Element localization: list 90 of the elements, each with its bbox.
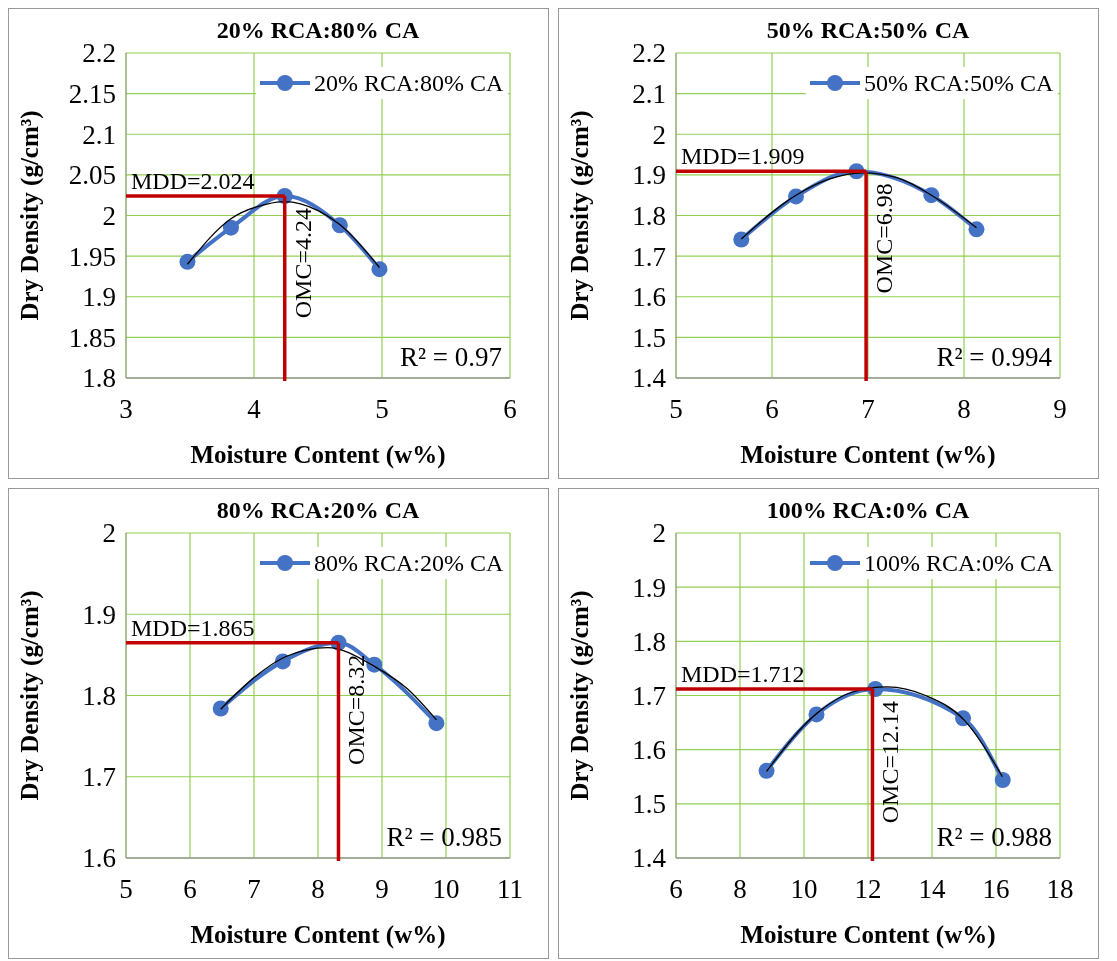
y-tick-label: 1.95 xyxy=(68,241,116,272)
annotation: R² = 0.988 xyxy=(936,822,1052,852)
y-axis-title: Dry Density (g/cm³) xyxy=(566,590,594,801)
y-tick-label: 2.2 xyxy=(82,38,116,69)
x-tick-label: 7 xyxy=(861,394,875,424)
y-tick-label: 1.6 xyxy=(632,735,666,766)
x-tick-label: 6 xyxy=(765,394,779,424)
x-tick-label: 9 xyxy=(1053,394,1067,424)
y-tick-label: 2.15 xyxy=(68,79,116,110)
x-tick-label: 7 xyxy=(247,874,261,904)
y-axis-title: Dry Density (g/cm³) xyxy=(566,110,594,321)
x-tick-label: 5 xyxy=(375,394,389,424)
x-tick-label: 4 xyxy=(247,394,262,424)
y-axis-title: Dry Density (g/cm³) xyxy=(16,110,44,321)
chart-title: 20% RCA:80% CA xyxy=(216,17,420,43)
x-tick-label: 8 xyxy=(311,874,325,904)
x-tick-label: 6 xyxy=(669,874,683,904)
y-axis-title: Dry Density (g/cm³) xyxy=(16,590,44,801)
point xyxy=(222,219,239,236)
point xyxy=(212,700,229,717)
x-tick-label: 10 xyxy=(432,874,460,904)
chart-title: 100% RCA:0% CA xyxy=(766,497,970,523)
x-tick-label: 9 xyxy=(375,874,389,904)
y-tick-label: 1.4 xyxy=(632,363,667,394)
x-tick-label: 5 xyxy=(669,394,683,424)
legend-label: 80% RCA:20% CA xyxy=(314,550,505,577)
ref-line-label: OMC=4.24 xyxy=(289,208,316,319)
y-tick-label: 1.9 xyxy=(82,599,116,630)
x-tick-label: 6 xyxy=(183,874,197,904)
legend-label: 50% RCA:50% CA xyxy=(864,70,1055,97)
x-axis-title: Moisture Content (w%) xyxy=(190,441,446,469)
ref-line-label: MDD=2.024 xyxy=(131,168,255,194)
y-tick-label: 2 xyxy=(652,518,666,549)
y-tick-label: 1.9 xyxy=(82,282,116,313)
y-tick-label: 2.1 xyxy=(82,119,116,150)
y-tick-label: 2 xyxy=(102,518,116,549)
y-tick-label: 1.7 xyxy=(632,241,666,272)
point xyxy=(371,261,388,278)
x-tick-label: 11 xyxy=(497,874,523,904)
point xyxy=(968,221,985,238)
x-axis-title: Moisture Content (w%) xyxy=(740,441,996,469)
ref-line-label: OMC=8.32 xyxy=(343,654,370,765)
x-tick-label: 14 xyxy=(918,874,946,904)
y-tick-label: 2 xyxy=(102,200,116,231)
x-tick-label: 12 xyxy=(854,874,882,904)
point xyxy=(758,762,775,779)
y-tick-label: 1.6 xyxy=(82,843,116,874)
x-tick-label: 8 xyxy=(957,394,971,424)
x-tick-label: 6 xyxy=(503,394,517,424)
ref-line-label: OMC=6.98 xyxy=(871,183,898,294)
y-tick-label: 2 xyxy=(652,119,666,150)
x-tick-label: 16 xyxy=(982,874,1010,904)
y-tick-label: 1.5 xyxy=(632,322,666,353)
ref-line-label: MDD=1.865 xyxy=(131,614,255,641)
y-tick-label: 1.8 xyxy=(82,680,116,711)
y-tick-label: 1.8 xyxy=(632,626,666,657)
x-tick-label: 10 xyxy=(790,874,818,904)
annotation: R² = 0.97 xyxy=(399,342,502,372)
x-tick-label: 8 xyxy=(733,874,747,904)
y-tick-label: 1.5 xyxy=(632,789,666,820)
y-tick-label: 1.85 xyxy=(68,322,116,353)
ref-line-label: MDD=1.909 xyxy=(681,143,805,170)
point xyxy=(428,715,445,732)
legend-label: 100% RCA:0% CA xyxy=(864,550,1055,577)
x-tick-label: 5 xyxy=(119,874,133,904)
y-tick-label: 2.1 xyxy=(632,79,666,110)
point xyxy=(733,231,750,248)
y-tick-label: 2.2 xyxy=(632,38,666,69)
chart-title: 80% RCA:20% CA xyxy=(216,497,420,523)
ref-line-label: MDD=1.712 xyxy=(681,661,805,687)
y-tick-label: 1.8 xyxy=(82,363,116,394)
x-tick-label: 18 xyxy=(1046,874,1074,904)
x-axis-title: Moisture Content (w%) xyxy=(740,921,996,949)
ref-line-label: OMC=12.14 xyxy=(877,701,904,824)
annotation: R² = 0.994 xyxy=(936,342,1053,372)
point xyxy=(994,772,1011,788)
y-tick-label: 1.6 xyxy=(632,282,666,313)
y-tick-label: 2.05 xyxy=(68,160,116,191)
y-tick-label: 1.9 xyxy=(632,160,666,191)
y-tick-label: 1.9 xyxy=(632,572,666,603)
legend-label: 20% RCA:80% CA xyxy=(314,70,505,97)
y-tick-label: 1.4 xyxy=(632,843,667,874)
y-tick-label: 1.7 xyxy=(82,762,116,793)
y-tick-label: 1.8 xyxy=(632,200,666,231)
x-axis-title: Moisture Content (w%) xyxy=(190,921,446,949)
annotation: R² = 0.985 xyxy=(386,822,502,852)
chart-title: 50% RCA:50% CA xyxy=(766,17,970,43)
x-tick-label: 3 xyxy=(119,394,133,424)
y-tick-label: 1.7 xyxy=(632,680,666,711)
point xyxy=(179,253,196,270)
